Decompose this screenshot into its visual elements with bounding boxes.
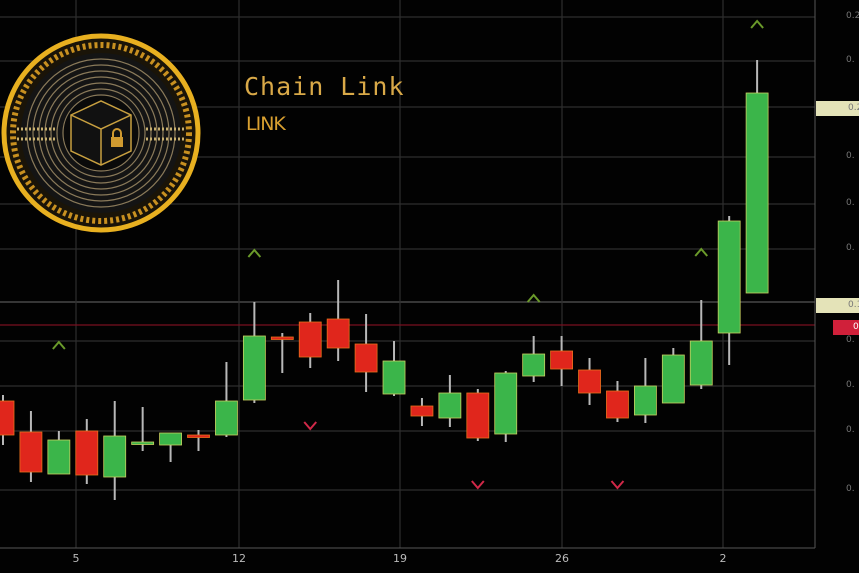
bull-candle-body <box>745 92 769 294</box>
x-tick-label: 2 <box>719 552 727 565</box>
bull-candle-body <box>661 354 685 404</box>
candle <box>522 336 546 382</box>
bear-candle-body <box>354 343 378 373</box>
candle <box>410 398 434 426</box>
bear-candle-body <box>0 400 15 436</box>
markers <box>52 19 764 490</box>
y-tick-label: 0. <box>846 484 855 494</box>
fractal-up-marker <box>694 247 709 257</box>
y-tick-label: 0. <box>846 198 855 208</box>
fractal-down-marker <box>471 480 485 490</box>
fractal-up-marker <box>247 248 262 258</box>
candle <box>75 419 99 484</box>
candle <box>19 411 43 482</box>
bear-candle-body <box>410 405 434 417</box>
bear-candle-body <box>550 350 573 370</box>
bear-candle-body <box>187 434 210 438</box>
bull-candle-body <box>47 439 71 475</box>
bull-candle-body <box>242 335 266 401</box>
coin-ticker: LINK <box>246 113 286 135</box>
candle <box>103 401 127 500</box>
y-tick-label: 0. <box>846 380 855 390</box>
y-tick-label: 0. <box>846 425 855 435</box>
candle <box>661 348 685 404</box>
candle <box>131 407 155 451</box>
chainlink-coin-logo <box>1 33 201 233</box>
coin-title: Chain Link <box>244 72 405 101</box>
price-label-box: 0.1 <box>816 298 859 313</box>
x-tick-label: 12 <box>232 552 246 565</box>
bull-candle-body <box>633 385 657 416</box>
y-tick-label: 0. <box>846 55 855 65</box>
fractal-down-marker <box>303 421 317 431</box>
bull-candle-body <box>159 432 182 446</box>
candle <box>47 431 71 475</box>
bull-candle-body <box>717 220 741 334</box>
candle <box>215 362 238 437</box>
bear-candle-body <box>466 392 490 439</box>
bear-candle-body <box>19 431 43 473</box>
candle <box>270 333 294 373</box>
y-tick-label: 0.2 <box>846 11 859 21</box>
candle <box>466 389 490 441</box>
candle <box>242 302 266 403</box>
candle <box>717 216 741 365</box>
bear-candle-body <box>578 369 601 394</box>
bull-candle-body <box>689 340 713 386</box>
y-tick-label: 0. <box>846 243 855 253</box>
bear-candle-body <box>75 430 99 476</box>
candle <box>578 358 601 405</box>
price-label-box: 0.2 <box>816 101 859 116</box>
bull-candle-body <box>382 360 406 395</box>
candle <box>494 371 518 442</box>
bear-candle-body <box>270 336 294 340</box>
candle <box>354 314 378 392</box>
price-label-box: 0 <box>833 320 859 335</box>
bull-candle-body <box>103 435 127 478</box>
fractal-up-marker <box>526 293 541 303</box>
candle <box>633 358 657 423</box>
candle <box>326 280 350 361</box>
bull-candle-body <box>494 372 518 435</box>
candle <box>382 341 406 396</box>
candle <box>187 430 210 451</box>
bear-candle-body <box>326 318 350 349</box>
bear-candle-body <box>298 321 322 358</box>
bull-candle-body <box>215 400 238 436</box>
bull-candle-body <box>522 353 546 377</box>
candle <box>159 432 182 462</box>
candle <box>438 375 462 427</box>
y-tick-label: 0. <box>846 335 855 345</box>
candles <box>0 60 769 500</box>
bull-candle-body <box>131 441 155 445</box>
x-tick-label: 5 <box>72 552 80 565</box>
candle <box>550 336 573 386</box>
candle <box>689 300 713 389</box>
candle <box>606 381 629 422</box>
x-tick-label: 19 <box>393 552 407 565</box>
bull-candle-body <box>438 392 462 419</box>
x-tick-label: 26 <box>555 552 569 565</box>
fractal-up-marker <box>52 340 66 350</box>
candle <box>0 395 15 445</box>
fractal-down-marker <box>610 480 625 490</box>
fractal-up-marker <box>750 19 764 29</box>
candle <box>745 60 769 294</box>
bear-candle-body <box>606 390 629 419</box>
candle <box>298 313 322 368</box>
y-tick-label: 0. <box>846 151 855 161</box>
